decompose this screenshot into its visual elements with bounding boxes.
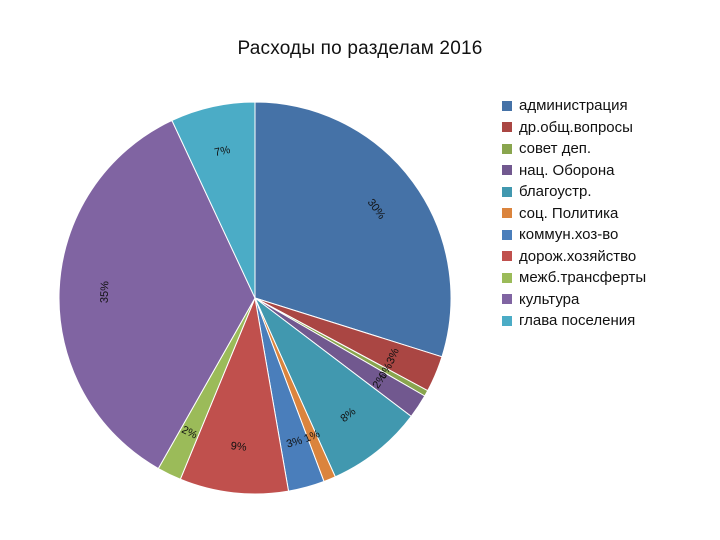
legend-swatch bbox=[502, 165, 512, 176]
pie-slice-8 bbox=[179, 296, 290, 495]
legend-item: коммун.хоз-во bbox=[502, 224, 646, 246]
slice-label-8: 9% bbox=[230, 440, 247, 454]
slice-label-10: 35% bbox=[99, 281, 112, 304]
legend-item: благоустр. bbox=[502, 181, 646, 203]
legend-label: культура bbox=[519, 290, 580, 308]
slice-label-7: 3% bbox=[285, 435, 304, 451]
legend-item: дорож.хозяйство bbox=[502, 246, 646, 268]
pie-slice-11 bbox=[171, 101, 256, 299]
legend-label: глава поселения bbox=[519, 312, 636, 330]
legend-item: нац. Оборона bbox=[502, 160, 646, 182]
chart-title: Расходы по разделам 2016 bbox=[237, 38, 483, 59]
legend-swatch bbox=[502, 294, 512, 305]
legend-item: глава поселения bbox=[502, 310, 646, 332]
legend-swatch bbox=[502, 122, 512, 133]
slice-label-6: 1% bbox=[302, 428, 321, 445]
legend-label: соц. Политика bbox=[519, 204, 619, 222]
legend-swatch bbox=[502, 100, 512, 111]
legend-label: нац. Оборона bbox=[519, 161, 615, 179]
slice-label-2: 3% bbox=[385, 346, 402, 366]
legend-label: межб.трансферты bbox=[519, 269, 647, 287]
legend-item: соц. Политика bbox=[502, 203, 646, 225]
legend-item: межб.трансферты bbox=[502, 267, 646, 289]
legend-label: коммун.хоз-во bbox=[519, 226, 619, 244]
legend-swatch bbox=[502, 143, 512, 154]
pie-slice-10 bbox=[58, 119, 256, 470]
pie-slice-1 bbox=[254, 101, 452, 358]
legend-item: др.общ.вопросы bbox=[502, 117, 646, 139]
pie-slice-5 bbox=[254, 297, 412, 478]
legend-item: администрация bbox=[502, 95, 646, 117]
legend-swatch bbox=[502, 186, 512, 197]
legend-item: совет деп. bbox=[502, 138, 646, 160]
legend-label: совет деп. bbox=[519, 140, 592, 158]
legend-swatch bbox=[502, 272, 512, 283]
legend-swatch bbox=[502, 251, 512, 262]
legend-swatch bbox=[502, 208, 512, 219]
legend: администрация др.общ.вопросы совет деп. нац… bbox=[502, 95, 646, 332]
legend-label: др.общ.вопросы bbox=[519, 118, 633, 136]
slice-label-11: 7% bbox=[213, 144, 231, 159]
legend-swatch bbox=[502, 229, 512, 240]
legend-swatch bbox=[502, 315, 512, 326]
legend-label: благоустр. bbox=[519, 183, 592, 201]
legend-label: дорож.хозяйство bbox=[519, 247, 637, 265]
legend-label: администрация bbox=[519, 97, 628, 115]
legend-item: культура bbox=[502, 289, 646, 311]
